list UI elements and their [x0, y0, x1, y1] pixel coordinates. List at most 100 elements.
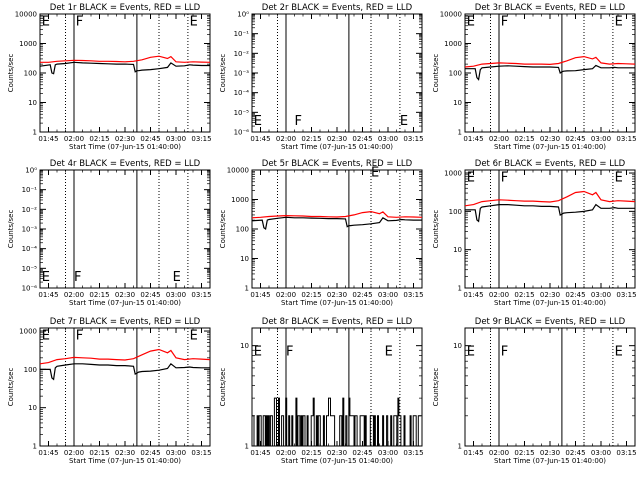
panel-det-7r: Det 7r BLACK = Events, RED = LLD 1 10 100 10… — [7, 317, 212, 465]
marker-letter-e: E — [400, 114, 408, 129]
x-tick-label: 02:30 — [540, 449, 560, 457]
y-tick-label: 1 — [245, 443, 249, 451]
x-tick-label: 02:45 — [352, 135, 372, 143]
panel-det-3r: Det 3r BLACK = Events, RED = LLD 1 10 100 10… — [432, 3, 637, 151]
panel-det-2r: Det 2r BLACK = Events, RED = LLD 10⁻⁶ 10⁻⁵… — [219, 3, 424, 151]
x-tick-label: 03:00 — [591, 135, 611, 143]
marker-letter-e: E — [190, 15, 198, 30]
x-tick-label: 02:00 — [64, 135, 84, 143]
marker-letter-e: E — [467, 171, 475, 186]
panel-title: Det 2r BLACK = Events, RED = LLD — [262, 3, 413, 13]
panel-det-1r: Det 1r BLACK = Events, RED = LLD 1 10 100 10… — [7, 3, 212, 151]
lld-series-line — [464, 190, 636, 207]
events-series-line — [251, 397, 422, 447]
events-series-line — [40, 362, 210, 381]
y-axis-label: Counts/sec — [432, 368, 440, 407]
marker-letter-e: E — [173, 270, 181, 285]
x-tick-label: 02:30 — [115, 291, 135, 299]
x-axis-label: Start Time (07-Jun-15 01:40:00) — [494, 143, 606, 151]
plot-frame — [39, 169, 211, 289]
x-tick-label: 02:15 — [514, 291, 534, 299]
y-tick-label: 10⁰ — [237, 11, 249, 19]
x-tick-label: 03:00 — [166, 291, 186, 299]
y-tick-label: 10 — [28, 404, 37, 412]
y-tick-label: 10⁻¹ — [234, 30, 250, 38]
lld-series-line — [39, 348, 211, 365]
marker-letter-f: F — [76, 329, 83, 344]
y-tick-label: 10⁻⁴ — [22, 245, 38, 253]
x-tick-label: 02:45 — [140, 291, 160, 299]
y-tick-label: 100 — [449, 208, 462, 216]
x-tick-label: 02:45 — [565, 291, 585, 299]
panel-det-6r: Det 6r BLACK = Events, RED = LLD 1 10 100 10… — [432, 159, 637, 307]
panel-title: Det 5r BLACK = Events, RED = LLD — [262, 159, 413, 169]
y-tick-label: 1 — [458, 443, 462, 451]
x-tick-label: 03:15 — [191, 135, 211, 143]
x-tick-label: 01:45 — [463, 449, 483, 457]
x-tick-label: 02:15 — [301, 449, 321, 457]
x-tick-label: 03:00 — [378, 291, 398, 299]
panel-det-8r: Det 8r BLACK = Events, RED = LLD 1 10 01:45… — [219, 317, 424, 465]
y-tick-label: 10 — [28, 99, 37, 107]
y-tick-label: 1000 — [19, 328, 37, 336]
y-tick-label: 100 — [24, 366, 37, 374]
x-tick-label: 01:45 — [38, 135, 58, 143]
y-axis-label: Counts/sec — [219, 210, 227, 249]
marker-letter-f: F — [286, 344, 293, 359]
x-tick-label: 03:15 — [191, 449, 211, 457]
events-series-line — [465, 203, 635, 223]
marker-letter-e: E — [467, 15, 475, 30]
y-axis-label: Counts/sec — [7, 54, 15, 93]
plot-frame — [464, 327, 636, 447]
y-tick-label: 10000 — [227, 167, 249, 175]
x-tick-label: 03:15 — [616, 291, 636, 299]
x-tick-label: 02:15 — [514, 449, 534, 457]
panel-title: Det 7r BLACK = Events, RED = LLD — [50, 317, 201, 327]
marker-letter-e: E — [190, 329, 198, 344]
lld-series-line — [251, 210, 423, 219]
x-tick-label: 02:00 — [276, 291, 296, 299]
x-axis-label: Start Time (07-Jun-15 01:40:00) — [494, 299, 606, 307]
events-series-line — [251, 216, 422, 231]
x-tick-label: 03:00 — [378, 135, 398, 143]
plot-frame — [251, 169, 423, 289]
y-axis-label: Counts/sec — [7, 368, 15, 407]
x-tick-label: 03:00 — [378, 449, 398, 457]
x-tick-label: 02:00 — [489, 135, 509, 143]
y-tick-label: 100 — [236, 226, 249, 234]
x-tick-label: 01:45 — [38, 291, 58, 299]
y-tick-label: 10⁻⁴ — [234, 89, 250, 97]
marker-letter-f: F — [295, 114, 302, 129]
x-tick-label: 02:45 — [140, 449, 160, 457]
panel-det-9r: Det 9r BLACK = Events, RED = LLD 1 10 01:45… — [432, 317, 637, 465]
marker-letter-e: E — [385, 344, 393, 359]
x-tick-label: 02:15 — [89, 291, 109, 299]
y-tick-label: 10⁻⁶ — [22, 285, 38, 293]
y-tick-label: 10 — [240, 342, 249, 350]
panel-title: Det 6r BLACK = Events, RED = LLD — [475, 159, 626, 169]
y-tick-label: 100 — [449, 70, 462, 78]
x-tick-label: 02:15 — [89, 135, 109, 143]
x-tick-label: 03:15 — [616, 135, 636, 143]
marker-letter-f: F — [76, 15, 83, 30]
y-tick-label: 10⁻⁶ — [234, 129, 250, 137]
x-tick-label: 02:00 — [64, 291, 84, 299]
marker-letter-f: F — [501, 15, 508, 30]
y-tick-label: 100 — [24, 70, 37, 78]
x-axis-label: Start Time (07-Jun-15 01:40:00) — [69, 299, 181, 307]
panel-det-5r: Det 5r BLACK = Events, RED = LLD 1 10 100 10… — [219, 159, 424, 307]
x-tick-label: 02:15 — [89, 449, 109, 457]
plot-frame — [251, 13, 423, 133]
x-tick-label: 02:45 — [352, 291, 372, 299]
y-tick-label: 10 — [453, 342, 462, 350]
x-axis-label: Start Time (07-Jun-15 01:40:00) — [69, 143, 181, 151]
x-tick-label: 02:00 — [276, 135, 296, 143]
x-tick-label: 03:15 — [403, 135, 423, 143]
x-tick-label: 02:15 — [301, 135, 321, 143]
x-tick-label: 03:15 — [403, 291, 423, 299]
x-tick-label: 03:00 — [166, 135, 186, 143]
x-axis-label: Start Time (07-Jun-15 01:40:00) — [494, 457, 606, 465]
y-axis-label: Counts/sec — [7, 210, 15, 249]
marker-letter-f: F — [501, 344, 508, 359]
